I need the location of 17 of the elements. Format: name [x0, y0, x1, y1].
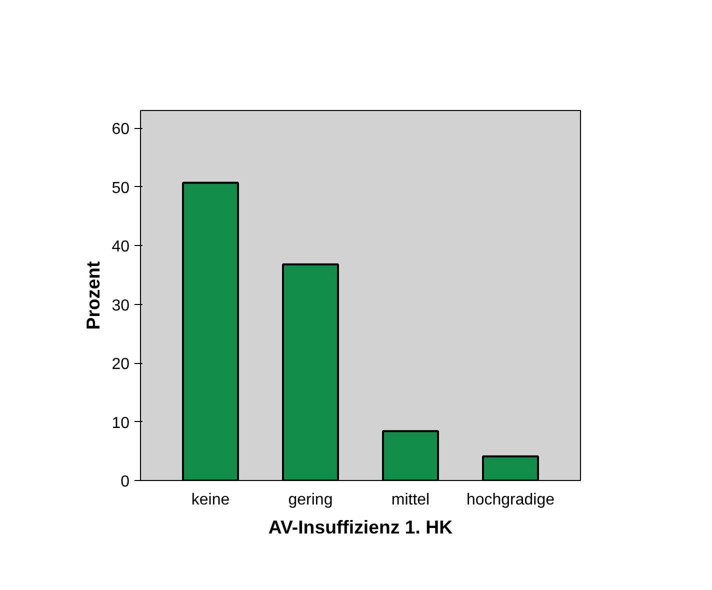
- bar: [382, 430, 439, 480]
- x-tick-label: hochgradige: [466, 492, 555, 508]
- y-tick-label: 20: [112, 356, 130, 374]
- bar: [182, 182, 239, 480]
- y-tick-label: 60: [112, 121, 130, 138]
- y-axis-title: Prozent: [82, 261, 104, 330]
- x-tick-label: keine: [191, 492, 230, 508]
- x-tick-label: gering: [288, 492, 333, 508]
- y-tick-label: 40: [112, 238, 130, 256]
- bar: [482, 455, 539, 480]
- y-tick-label: 50: [112, 180, 130, 197]
- y-tick-label: 0: [120, 474, 130, 490]
- x-tick-label: mittel: [391, 492, 430, 508]
- y-tick-label: 30: [112, 297, 130, 314]
- y-tick-label: 10: [112, 414, 130, 432]
- bar: [282, 263, 339, 480]
- x-axis-title: AV-Insuffizienz 1. HK: [268, 516, 454, 538]
